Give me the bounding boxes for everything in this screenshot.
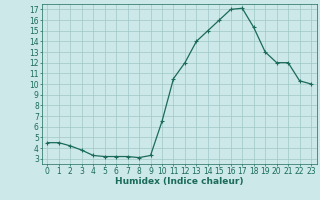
X-axis label: Humidex (Indice chaleur): Humidex (Indice chaleur) xyxy=(115,177,244,186)
